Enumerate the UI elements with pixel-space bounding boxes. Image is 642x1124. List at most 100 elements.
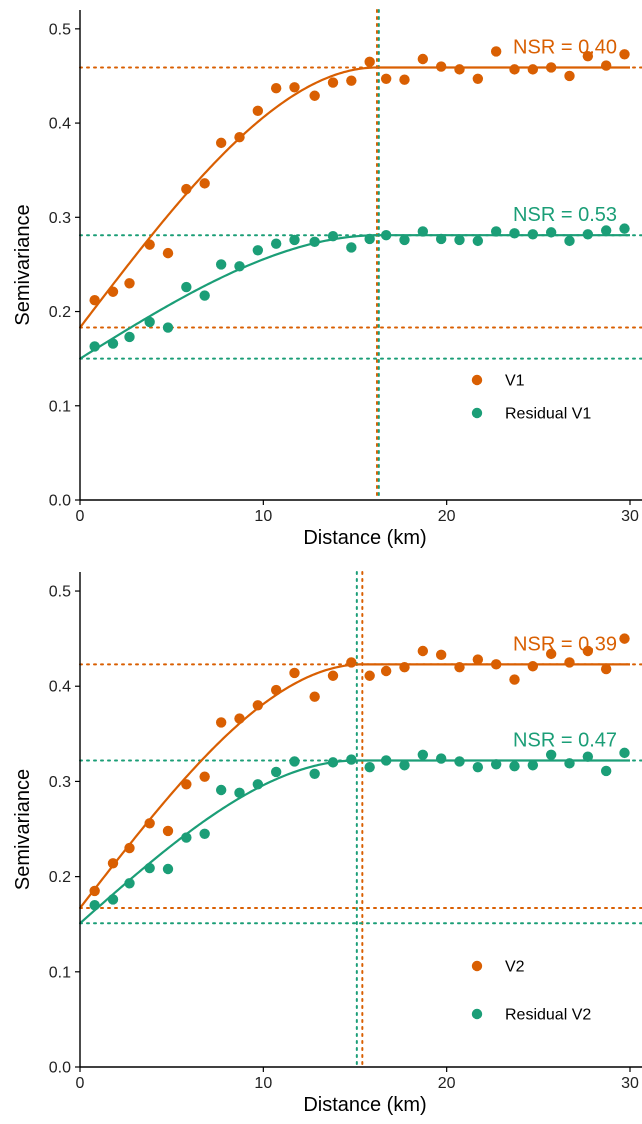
data-point bbox=[289, 234, 300, 246]
y-tick-label: 0.2 bbox=[49, 869, 71, 886]
data-point bbox=[545, 62, 557, 73]
data-point bbox=[162, 825, 174, 837]
data-point bbox=[527, 661, 539, 672]
legend-label: V2 bbox=[505, 959, 525, 976]
data-point bbox=[270, 238, 282, 249]
x-tick-label: 0 bbox=[76, 1075, 85, 1092]
x-axis-title: Distance (km) bbox=[303, 527, 426, 549]
data-point bbox=[89, 885, 100, 897]
x-tick-label: 0 bbox=[76, 508, 85, 525]
data-point bbox=[181, 779, 192, 790]
data-point bbox=[600, 663, 612, 675]
semivariogram-panel-bottom: 0.0 0.1 0.2 0.3 0.4 0.5 0 10 20 30 Distance (km) Se… bbox=[12, 571, 642, 1116]
data-point bbox=[199, 828, 210, 839]
data-point bbox=[252, 245, 264, 256]
data-point bbox=[380, 665, 392, 677]
data-point bbox=[417, 645, 429, 657]
y-axis-title: Semivariance bbox=[12, 204, 34, 325]
data-point bbox=[490, 226, 502, 237]
data-point bbox=[234, 787, 245, 799]
data-point bbox=[380, 73, 392, 84]
y-axis-title: Semivariance bbox=[12, 769, 34, 890]
data-point bbox=[490, 759, 502, 770]
legend-label: Residual V2 bbox=[505, 1007, 591, 1024]
data-point bbox=[144, 862, 155, 874]
x-tick-label: 20 bbox=[438, 1075, 456, 1092]
data-point bbox=[215, 259, 227, 270]
data-point bbox=[144, 818, 155, 829]
y-tick-label: 0.4 bbox=[49, 116, 71, 133]
data-point bbox=[364, 670, 375, 681]
data-point bbox=[509, 228, 520, 239]
data-point bbox=[619, 49, 630, 60]
data-point bbox=[107, 338, 119, 349]
data-point bbox=[215, 717, 227, 728]
y-tick-label: 0.0 bbox=[49, 493, 71, 510]
data-point bbox=[600, 60, 612, 71]
data-point bbox=[399, 661, 410, 673]
data-point bbox=[472, 654, 484, 665]
data-point bbox=[124, 878, 135, 889]
data-point bbox=[600, 225, 612, 236]
data-point bbox=[600, 765, 612, 777]
data-point bbox=[199, 178, 210, 189]
data-point bbox=[162, 322, 174, 333]
data-point bbox=[564, 235, 575, 247]
residual-nsr-label: NSR = 0.53 bbox=[513, 204, 617, 226]
data-point bbox=[527, 760, 539, 771]
y-tick-label: 0.2 bbox=[49, 304, 71, 321]
data-point bbox=[435, 753, 447, 764]
data-point bbox=[270, 766, 282, 778]
data-point bbox=[327, 77, 339, 88]
legend-marker bbox=[471, 1008, 483, 1020]
residual-fit-curve bbox=[79, 759, 630, 925]
data-point bbox=[289, 82, 300, 93]
data-point bbox=[327, 757, 339, 768]
residual-fit-curve bbox=[79, 234, 630, 360]
data-point bbox=[490, 659, 502, 670]
data-point bbox=[107, 858, 119, 869]
data-point bbox=[144, 316, 155, 328]
legend: V2 Residual V2 bbox=[471, 959, 591, 1024]
residual-points bbox=[89, 747, 630, 911]
data-point bbox=[399, 760, 410, 771]
data-point bbox=[252, 105, 264, 117]
x-tick-label: 10 bbox=[254, 1075, 272, 1092]
data-point bbox=[162, 863, 174, 875]
data-point bbox=[454, 756, 465, 767]
data-point bbox=[582, 229, 594, 240]
x-tick-label: 30 bbox=[621, 508, 639, 525]
data-point bbox=[564, 758, 575, 769]
x-tick-label: 20 bbox=[438, 508, 456, 525]
y-tick-label: 0.4 bbox=[49, 679, 71, 696]
legend-marker bbox=[471, 407, 483, 419]
data-point bbox=[527, 229, 539, 240]
data-point bbox=[364, 56, 375, 68]
legend: V1 Residual V1 bbox=[471, 373, 591, 423]
data-point bbox=[309, 691, 320, 702]
residual-nsr-label: NSR = 0.47 bbox=[513, 729, 617, 751]
data-point bbox=[619, 223, 630, 234]
data-point bbox=[215, 784, 227, 796]
data-point bbox=[181, 832, 192, 843]
data-point bbox=[89, 899, 100, 911]
data-point bbox=[435, 61, 447, 72]
data-point bbox=[527, 64, 539, 75]
data-point bbox=[472, 73, 484, 84]
series-points bbox=[89, 46, 630, 306]
data-point bbox=[289, 667, 300, 679]
data-point bbox=[252, 700, 264, 711]
y-tick-label: 0.1 bbox=[49, 964, 71, 981]
data-point bbox=[564, 70, 575, 82]
data-point bbox=[234, 713, 245, 724]
data-point bbox=[199, 771, 210, 782]
data-point bbox=[472, 761, 484, 773]
data-point bbox=[417, 226, 429, 237]
data-point bbox=[234, 261, 245, 272]
data-point bbox=[234, 132, 245, 143]
data-point bbox=[509, 64, 520, 75]
data-point bbox=[162, 247, 174, 259]
legend-label: V1 bbox=[505, 373, 525, 390]
legend-label: Residual V1 bbox=[505, 406, 591, 423]
